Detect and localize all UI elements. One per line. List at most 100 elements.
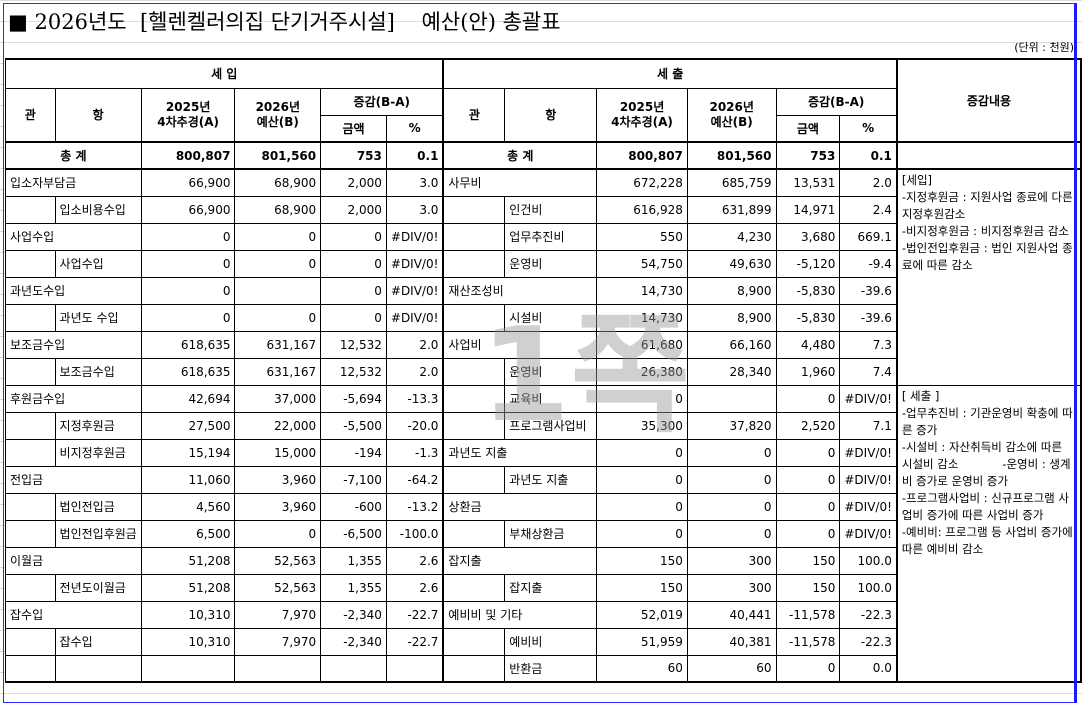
expense-diff-cell: 0 (775, 654, 841, 683)
income-prev-cell: 27,500 (140, 411, 236, 440)
expense-prev-cell: 54,750 (596, 249, 688, 278)
income-hang-cell: 법인전입후원금 (54, 519, 142, 548)
table-row: 사업수입 0 0 0 #DIV/0! 운영비 54,750 49,630 -5,120 -9.4 (5, 249, 1082, 278)
income-prev-cell: 618,635 (140, 357, 236, 386)
income-pct-header: % (385, 114, 444, 143)
expense-prev-cell: 0 (596, 384, 688, 413)
income-kwan-cell: 잡수입 (5, 600, 142, 629)
income-kwan-cell: 후원금수입 (5, 384, 142, 413)
expense-pct-cell: 669.1 (839, 222, 898, 251)
expense-pct-cell: 100.0 (839, 546, 898, 575)
remarks-income-cell: [세입] -지정후원금 : 지원사업 종료에 다른 지정후원감소 -비지정후원금… (895, 168, 1082, 386)
income-cur-cell: 22,000 (234, 411, 322, 440)
expense-kwan-cell (442, 411, 506, 440)
income-cur-cell: 15,000 (234, 438, 322, 467)
expense-kwan-cell (442, 384, 506, 413)
table-row: 잡수입 10,310 7,970 -2,340 -22.7 예비비 및 기타 52,019 4… (5, 600, 1082, 629)
income-diff-cell: 0 (320, 222, 387, 251)
income-prev-budget-header: 2025년 4차추경(A) (140, 87, 236, 143)
income-pct-cell: 2.6 (385, 546, 444, 575)
expense-total-label: 총 계 (442, 141, 598, 170)
income-cur-cell: 0 (234, 249, 322, 278)
expense-prev-cell: 550 (596, 222, 688, 251)
expense-prev-cell: 0 (596, 492, 688, 521)
income-kwan-cell (5, 249, 56, 278)
income-diff-cell (320, 654, 387, 683)
expense-cur-cell (686, 384, 777, 413)
income-pct-cell: 3.0 (385, 195, 444, 224)
expense-kwan-cell (442, 303, 506, 332)
expense-total-value: 801,560 (686, 141, 777, 170)
expense-diff-cell: -11,578 (775, 600, 841, 629)
table-row: 전입금 11,060 3,960 -7,100 -64.2 과년도 지출 0 0 0 #DIV/0… (5, 465, 1082, 494)
expense-hang-header: 항 (504, 87, 598, 143)
expense-hang-cell: 운영비 (504, 357, 598, 386)
table-row: 과년도수입 0 0 #DIV/0! 재산조성비 14,730 8,900 -5,830 -39.… (5, 276, 1082, 305)
expense-header: 세 출 (442, 58, 898, 89)
income-cur-cell: 37,000 (234, 384, 322, 413)
income-pct-cell: -64.2 (385, 465, 444, 494)
expense-diff-cell: 3,680 (775, 222, 841, 251)
income-cur-cell: 0 (234, 303, 322, 332)
expense-diff-cell: -5,830 (775, 276, 841, 305)
income-diff-cell: 1,355 (320, 573, 387, 602)
expense-hang-cell: 인건비 (504, 195, 598, 224)
table-row: 보조금수입 618,635 631,167 12,532 2.0 운영비 26,380 28,… (5, 357, 1082, 386)
income-diff-cell: 12,532 (320, 330, 387, 359)
expense-kwan-cell (442, 222, 506, 251)
expense-amount-header: 금액 (775, 114, 841, 143)
expense-diff-cell: 150 (775, 546, 841, 575)
expense-cur-cell: 28,340 (686, 357, 777, 386)
table-row: 사업수입 0 0 0 #DIV/0! 업무추진비 550 4,230 3,680 669.1 (5, 222, 1082, 251)
income-pct-cell: -22.7 (385, 627, 444, 656)
expense-cur-cell: 66,160 (686, 330, 777, 359)
table-row: 이월금 51,208 52,563 1,355 2.6 잡지출 150 300 150 100.0 (5, 546, 1082, 575)
income-prev-cell: 0 (140, 276, 236, 305)
expense-kwan-cell (442, 249, 506, 278)
income-diff-cell: 0 (320, 276, 387, 305)
income-diff-cell: 2,000 (320, 195, 387, 224)
expense-cur-cell: 40,381 (686, 627, 777, 656)
income-kwan-cell: 사업수입 (5, 222, 142, 251)
income-hang-cell: 입소비용수입 (54, 195, 142, 224)
expense-total-value: 0.1 (839, 141, 898, 170)
income-pct-cell: -13.3 (385, 384, 444, 413)
expense-cur-cell: 300 (686, 573, 777, 602)
expense-diff-cell: 0 (775, 492, 841, 521)
income-diff-cell: -6,500 (320, 519, 387, 548)
income-cur-cell: 52,563 (234, 573, 322, 602)
expense-diff-cell: 14,971 (775, 195, 841, 224)
income-hang-cell: 과년도 수입 (54, 303, 142, 332)
income-hang-cell: 잡수입 (54, 627, 142, 656)
expense-cur-cell: 300 (686, 546, 777, 575)
expense-pct-cell: 7.1 (839, 411, 898, 440)
table-row: 보조금수입 618,635 631,167 12,532 2.0 사업비 61,680 66,… (5, 330, 1082, 359)
expense-pct-cell: 7.4 (839, 357, 898, 386)
expense-hang-cell: 과년도 지출 (504, 465, 598, 494)
expense-diff-cell: 0 (775, 465, 841, 494)
expense-cur-cell: 0 (686, 465, 777, 494)
expense-diff-cell: 1,960 (775, 357, 841, 386)
expense-hang-cell: 업무추진비 (504, 222, 598, 251)
expense-kwan-cell (442, 519, 506, 548)
expense-prev-cell: 35,300 (596, 411, 688, 440)
income-prev-cell: 11,060 (140, 465, 236, 494)
expense-kwan-cell: 재산조성비 (442, 276, 598, 305)
income-pct-cell: -100.0 (385, 519, 444, 548)
income-hang-cell: 지정후원금 (54, 411, 142, 440)
income-kwan-cell (5, 411, 56, 440)
table-row: 후원금수입 42,694 37,000 -5,694 -13.3 교육비 0 0 #DIV/0!… (5, 384, 1082, 683)
expense-kwan-cell (442, 357, 506, 386)
expense-prev-cell: 60 (596, 654, 688, 683)
expense-pct-cell: 2.0 (839, 168, 898, 197)
expense-kwan-cell (442, 465, 506, 494)
expense-prev-cell: 0 (596, 519, 688, 548)
income-hang-cell: 전년도이월금 (54, 573, 142, 602)
expense-diff-header: 증감(B-A) (775, 87, 898, 116)
expense-cur-cell: 0 (686, 438, 777, 467)
budget-summary-table: 세 입 세 출 증감내용 관 항 2025년 4차추경(A) 2026년 예산(B) 증… (5, 58, 1082, 683)
expense-diff-cell: 2,520 (775, 411, 841, 440)
income-pct-cell: -13.2 (385, 492, 444, 521)
income-kwan-cell (5, 627, 56, 656)
expense-hang-cell: 예비비 (504, 627, 598, 656)
